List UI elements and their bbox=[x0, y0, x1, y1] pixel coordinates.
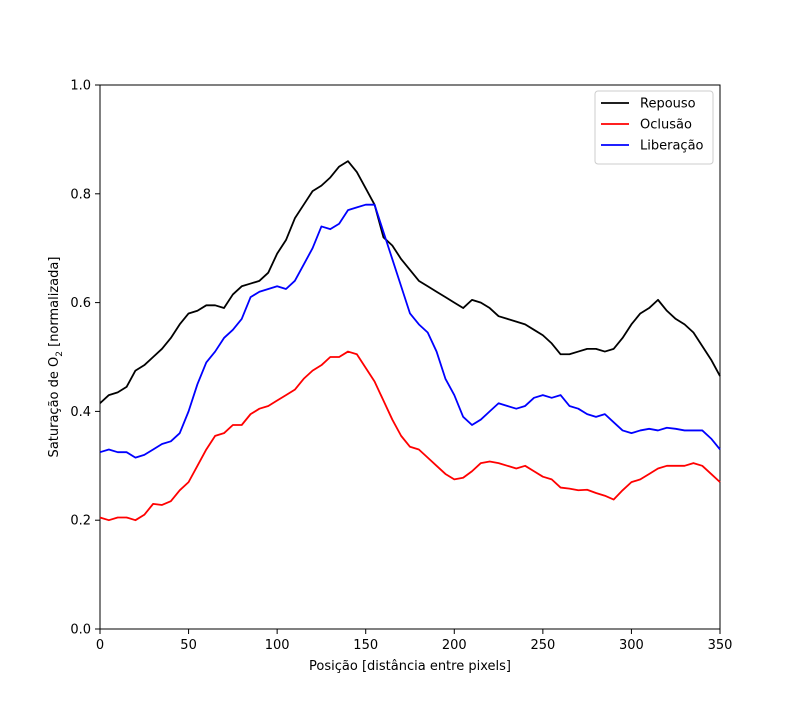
x-axis-ticks: 0 50 100 150 200 250 300 350 bbox=[96, 629, 733, 653]
legend-label: Repouso bbox=[640, 97, 696, 112]
y-tick-label: 0.2 bbox=[70, 514, 91, 529]
legend-label: Liberação bbox=[640, 139, 704, 154]
y-tick-label: 0.6 bbox=[70, 296, 91, 311]
x-tick-label: 250 bbox=[530, 638, 555, 653]
y-axis-label-prefix: Saturação de O bbox=[47, 357, 62, 458]
y-tick-label: 0.4 bbox=[70, 405, 91, 420]
x-tick-label: 300 bbox=[619, 638, 644, 653]
series-line-oclusão bbox=[100, 352, 720, 521]
x-tick-label: 50 bbox=[180, 638, 197, 653]
legend: Repouso Oclusão Liberação bbox=[595, 91, 713, 164]
y-axis-label-suffix: [normalizada] bbox=[47, 257, 62, 351]
legend-label: Oclusão bbox=[640, 118, 692, 133]
series-line-repouso bbox=[100, 161, 720, 403]
y-axis-ticks: 0.0 0.2 0.4 0.6 0.8 1.0 bbox=[70, 79, 100, 638]
x-tick-label: 200 bbox=[442, 638, 467, 653]
x-tick-label: 0 bbox=[96, 638, 104, 653]
x-tick-label: 150 bbox=[353, 638, 378, 653]
y-tick-label: 0.8 bbox=[70, 187, 91, 202]
plot-frame bbox=[100, 85, 720, 629]
y-axis-label: Saturação de O2 [normalizada] bbox=[47, 257, 65, 458]
x-axis-label: Posição [distância entre pixels] bbox=[309, 659, 511, 674]
series-group bbox=[100, 161, 720, 520]
y-tick-label: 1.0 bbox=[70, 79, 91, 94]
x-tick-label: 100 bbox=[265, 638, 290, 653]
y-tick-label: 0.0 bbox=[70, 623, 91, 638]
x-tick-label: 350 bbox=[708, 638, 733, 653]
